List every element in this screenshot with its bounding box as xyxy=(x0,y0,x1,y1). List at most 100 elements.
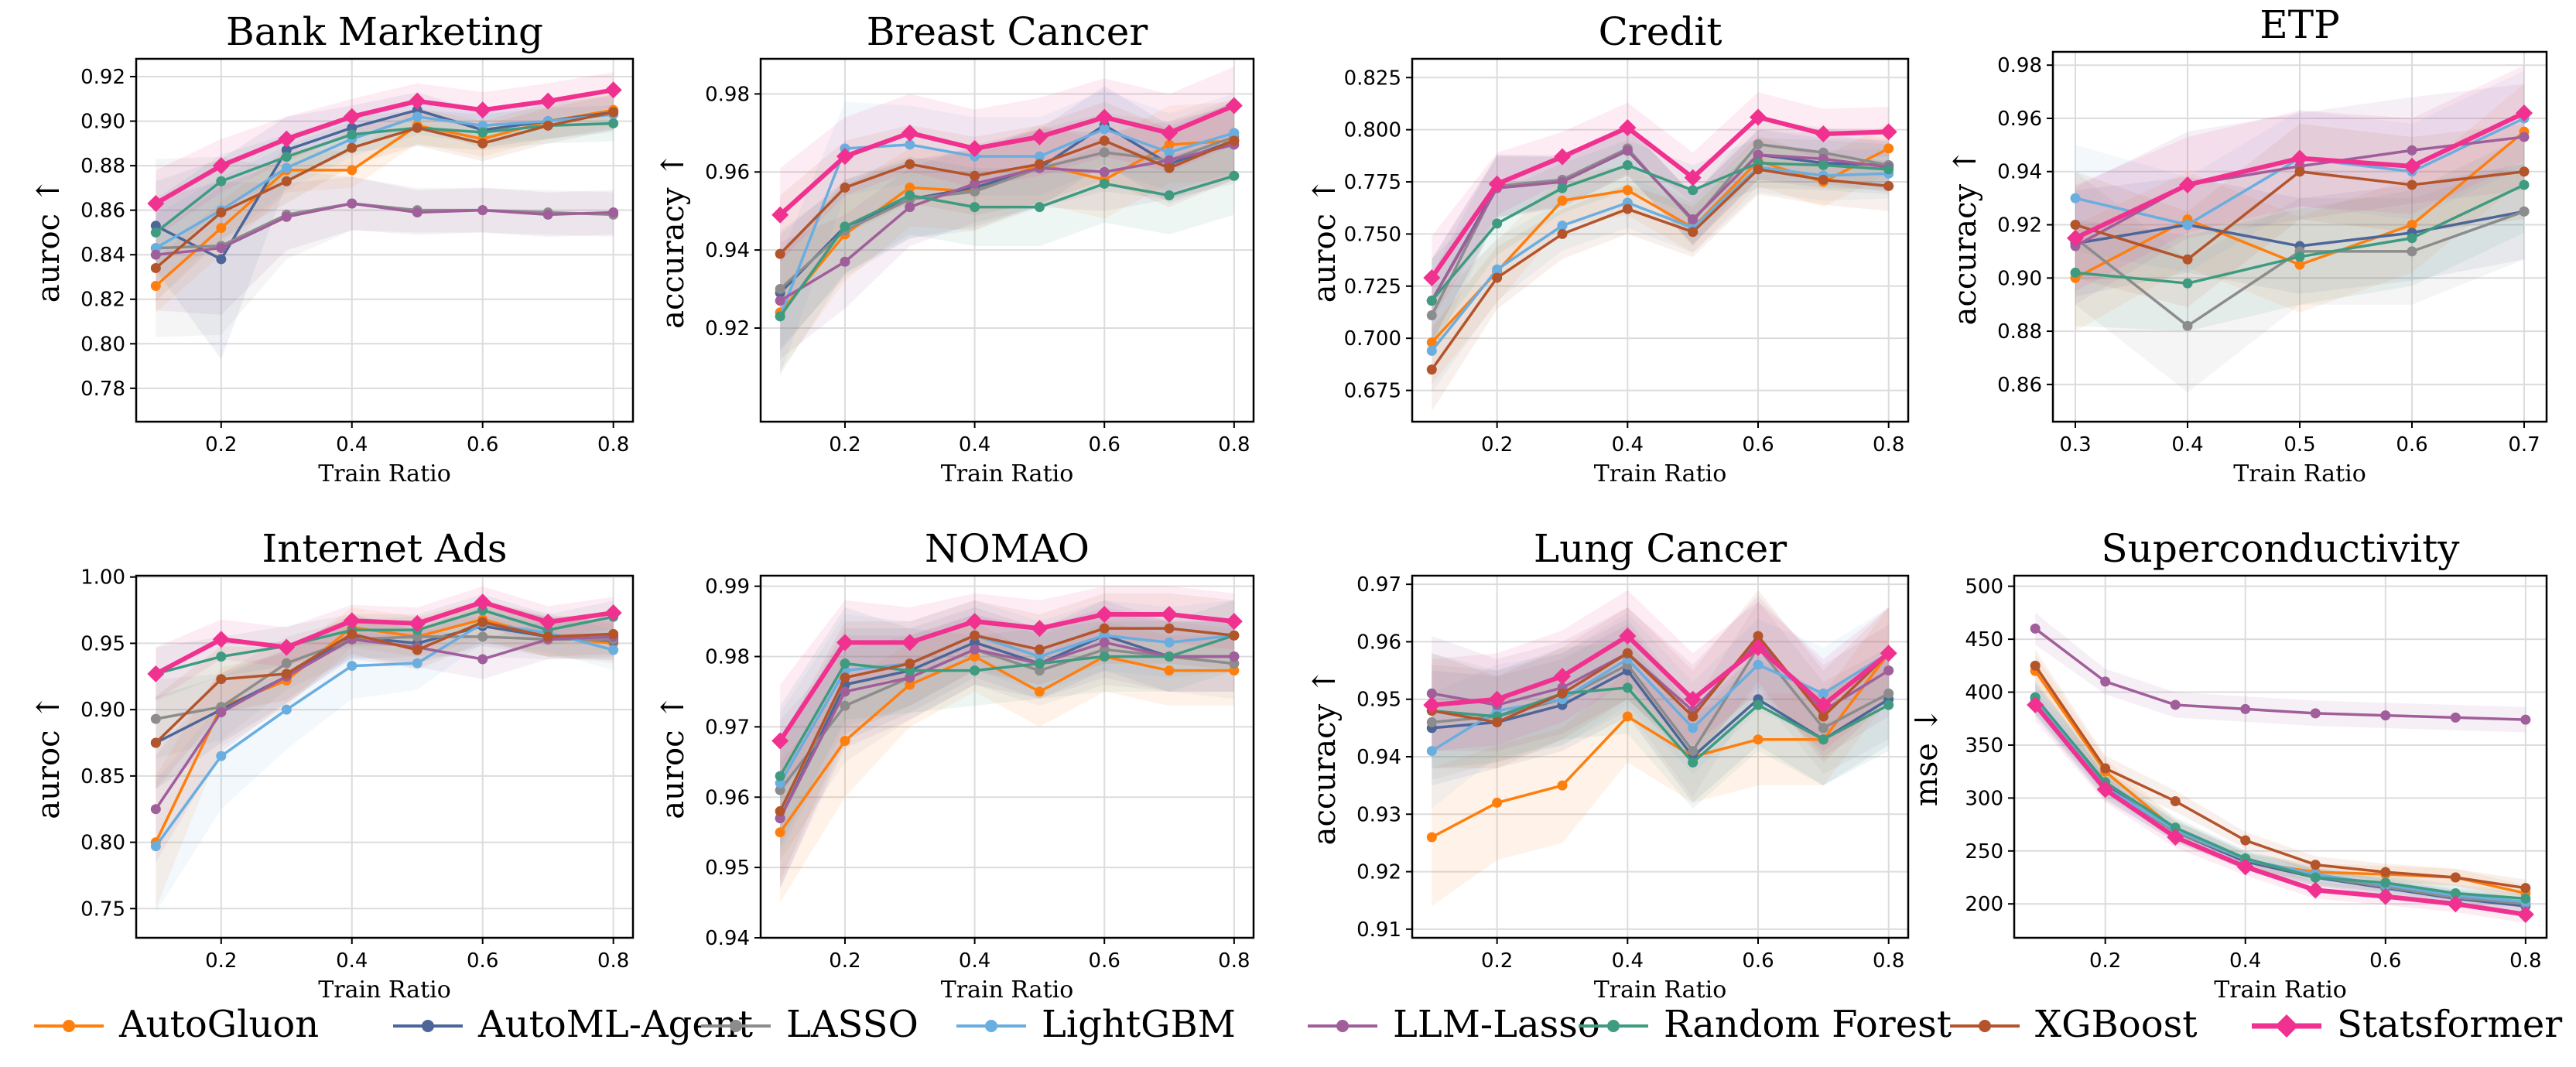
data-point-random-forest xyxy=(1164,651,1175,662)
data-point-xgboost xyxy=(2519,166,2530,177)
y-tick-label: 0.97 xyxy=(1356,573,1401,597)
x-tick-label: 0.6 xyxy=(467,433,498,457)
y-tick-label: 0.96 xyxy=(705,786,750,809)
data-point-statsformer xyxy=(966,139,984,157)
y-tick-label: 200 xyxy=(1965,893,2003,916)
data-point-random-forest xyxy=(905,665,915,676)
data-point-xgboost xyxy=(2240,835,2251,846)
data-point-lasso xyxy=(2519,206,2530,217)
plot-frame xyxy=(1411,57,1910,423)
y-tick-label: 1.00 xyxy=(80,566,125,590)
data-point-statsformer xyxy=(147,665,165,682)
data-point-statsformer xyxy=(2447,895,2465,913)
data-point-autogluon xyxy=(1622,185,1633,196)
data-point-llm-lasso xyxy=(1426,688,1437,699)
y-tick-label: 0.95 xyxy=(705,857,750,880)
data-point-random-forest xyxy=(1229,170,1240,181)
data-point-xgboost xyxy=(150,737,161,748)
data-point-random-forest xyxy=(1688,185,1699,196)
data-point-lightgbm xyxy=(2070,193,2081,203)
data-point-xgboost xyxy=(2310,860,2321,870)
y-axis-label-text: accuracy xyxy=(1307,704,1343,846)
data-point-llm-lasso xyxy=(542,209,553,220)
series-line-xgboost xyxy=(778,627,1235,812)
legend-marker-xgboost xyxy=(1979,1020,1991,1032)
data-point-autogluon xyxy=(1557,195,1568,206)
y-tick-label: 250 xyxy=(1965,840,2003,864)
data-point-llm-lasso xyxy=(2170,699,2181,710)
data-point-xgboost xyxy=(2030,660,2041,671)
data-point-llm-lasso xyxy=(840,256,850,267)
y-tick-label: 400 xyxy=(1965,682,2003,705)
chart-panel-bank-marketing: 0.78 0.80 0.82 0.84 0.86 0.88 0.90 0.92 0.2 0.4 0.… xyxy=(31,9,635,487)
legend-label-random-forest: Random Forest xyxy=(1664,1003,1952,1046)
data-point-lightgbm xyxy=(1426,746,1437,757)
y-tick-label: 500 xyxy=(1965,576,2003,599)
chart-title: Breast Cancer xyxy=(867,9,1148,54)
band-llm-lasso xyxy=(1432,596,1889,757)
data-point-autogluon xyxy=(1426,832,1437,843)
x-tick-label: 0.4 xyxy=(959,433,990,457)
x-axis-label: Train Ratio xyxy=(941,460,1074,487)
data-point-xgboost xyxy=(1622,648,1633,658)
x-tick-label: 0.6 xyxy=(2396,433,2427,457)
band-llm-lasso xyxy=(2075,84,2524,305)
y-axis-arrow: ↑ xyxy=(1307,669,1343,704)
data-point-lasso xyxy=(1753,139,1764,150)
data-point-random-forest xyxy=(150,227,161,238)
data-point-lightgbm xyxy=(1229,128,1240,139)
y-axis-label: accuracy ↑ xyxy=(1307,669,1343,846)
series-line-random-forest xyxy=(1430,162,1889,302)
series-line-random-forest xyxy=(778,634,1235,777)
band-lightgbm xyxy=(780,600,1234,853)
data-point-statsformer xyxy=(2236,858,2254,876)
data-point-xgboost xyxy=(1492,716,1503,727)
data-point-lasso xyxy=(1426,716,1437,727)
y-tick-label: 0.82 xyxy=(80,289,125,312)
data-point-xgboost xyxy=(1164,623,1175,634)
data-point-lasso xyxy=(840,700,850,711)
x-tick-label: 0.6 xyxy=(1742,433,1774,457)
data-point-llm-lasso xyxy=(1164,155,1175,166)
series-line-lightgbm xyxy=(1431,651,1890,753)
plot-frame xyxy=(2013,574,2548,939)
y-axis-label: auroc ↑ xyxy=(31,178,67,303)
data-point-statsformer xyxy=(966,613,984,631)
data-point-random-forest xyxy=(1557,183,1568,193)
data-point-statsformer xyxy=(2027,696,2044,713)
y-tick-label: 0.725 xyxy=(1344,275,1401,299)
data-point-autogluon xyxy=(1034,686,1045,697)
x-tick-label: 0.4 xyxy=(336,949,368,973)
data-point-llm-lasso xyxy=(1099,637,1110,648)
band-xgboost xyxy=(1432,590,1889,768)
band-llm-lasso xyxy=(780,607,1234,889)
band-autogluon xyxy=(2075,84,2524,332)
series-line-lightgbm xyxy=(154,621,614,847)
data-point-llm-lasso xyxy=(2310,708,2321,719)
data-point-llm-lasso xyxy=(477,654,488,665)
legend-label-autogluon: AutoGluon xyxy=(118,1003,319,1046)
data-point-autogluon xyxy=(1622,711,1633,722)
band-autogluon xyxy=(1432,123,1889,385)
data-point-xgboost xyxy=(2182,254,2193,265)
data-point-xgboost xyxy=(1688,711,1699,722)
data-point-llm-lasso xyxy=(2240,703,2251,714)
x-axis-label: Train Ratio xyxy=(2233,460,2366,487)
series-line-random-forest xyxy=(2034,696,2526,901)
data-point-statsformer xyxy=(1225,613,1243,631)
data-point-lasso xyxy=(281,658,292,669)
x-tick-label: 0.8 xyxy=(1873,949,1904,973)
data-point-statsformer xyxy=(1161,124,1179,142)
series-line-statsformer xyxy=(2033,703,2526,917)
x-tick-label: 0.8 xyxy=(2509,949,2541,973)
band-automl-agent xyxy=(780,86,1234,352)
data-point-lasso xyxy=(775,284,785,295)
data-point-lightgbm xyxy=(608,645,619,655)
series-line-lightgbm xyxy=(778,634,1235,784)
y-tick-label: 0.99 xyxy=(705,576,750,599)
data-point-lightgbm xyxy=(281,704,292,715)
data-point-random-forest xyxy=(1164,190,1175,201)
series-line-autogluon xyxy=(1431,652,1890,839)
y-tick-label: 0.96 xyxy=(705,161,750,184)
y-axis-arrow: ↓ xyxy=(1909,707,1945,743)
